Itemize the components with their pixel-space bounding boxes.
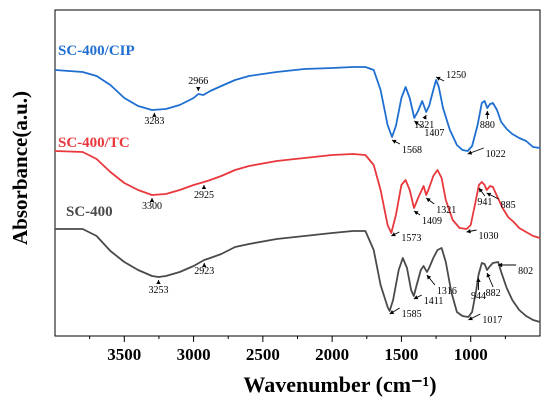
annotation-arrowhead: [392, 139, 397, 144]
annotation-label-1585: 1585: [402, 309, 422, 320]
series-label-sc-400-cip: SC-400/CIP: [58, 43, 135, 59]
annotation-label-880: 880: [480, 120, 495, 131]
series-labels: SC-400/CIP SC-400/TC SC-400: [58, 43, 135, 220]
series-label-sc-400-tc: SC-400/TC: [58, 135, 130, 151]
annotation-label-3253: 3253: [149, 285, 169, 296]
annotation-arrowhead: [498, 262, 503, 268]
annotation-arrowhead: [467, 150, 473, 155]
annotation-label-1321: 1321: [436, 205, 456, 216]
annotation-label-1030: 1030: [479, 231, 499, 242]
annotation-label-1017: 1017: [482, 315, 502, 326]
series-line-sc-400: [55, 228, 541, 323]
y-axis-title: Absorbance(a.u.): [8, 91, 32, 245]
annotation-label-1022: 1022: [486, 149, 506, 160]
annotation-arrowhead: [202, 263, 207, 267]
annotation-arrowhead: [196, 87, 201, 91]
annotation-label-3300: 3300: [142, 201, 162, 212]
series-line-sc-400-tc: [54, 150, 541, 239]
annotation-arrowhead: [436, 76, 441, 81]
annotation-arrowhead: [478, 188, 484, 193]
annotation-arrowhead: [201, 185, 207, 189]
annotation-label-1407: 1407: [424, 128, 444, 139]
x-tick-label-1500: 1500: [384, 345, 418, 364]
annotation-label-941: 941: [477, 197, 492, 208]
annotation-label-882: 882: [486, 288, 501, 299]
x-tick-label-1000: 1000: [454, 345, 488, 364]
annotation-label-1411: 1411: [424, 296, 444, 307]
annotation-arrowhead: [468, 316, 473, 321]
annotation-arrowhead: [149, 198, 155, 202]
annotation-arrowhead: [414, 121, 419, 126]
annotation-arrowhead: [389, 310, 395, 314]
annotation-arrowhead: [156, 280, 161, 284]
annotation-label-944: 944: [471, 291, 486, 302]
x-tick-label-2500: 2500: [246, 345, 280, 364]
annotation-label-3283: 3283: [144, 116, 164, 127]
annotation-arrowhead: [414, 211, 419, 216]
annotation-arrowhead: [391, 232, 396, 237]
x-tick-label-3500: 3500: [107, 345, 141, 364]
annotation-label-2923: 2923: [194, 266, 214, 277]
annotation-arrowhead: [485, 111, 490, 115]
annotation-arrowhead: [486, 273, 491, 278]
annotation-arrowhead: [476, 278, 481, 282]
annotation-label-2925: 2925: [194, 190, 214, 201]
annotation-label-1250: 1250: [446, 70, 466, 81]
annotation-label-1409: 1409: [422, 216, 442, 227]
annotation-label-885: 885: [501, 200, 516, 211]
series-lines: [54, 66, 541, 323]
annotation-label-1568: 1568: [402, 145, 422, 156]
annotation-arrowhead: [413, 295, 419, 300]
annotation-label-1321: 1321: [414, 120, 434, 131]
annotation-arrowhead: [466, 229, 471, 234]
x-tick-label-3000: 3000: [177, 345, 211, 364]
annotation-label-2966: 2966: [188, 76, 208, 87]
annotation-arrowhead: [426, 275, 432, 280]
peak-annotations: 3283296615681407132112501022880330029251…: [142, 70, 533, 326]
x-axis: 3500 3000 2500 2000 1500 1000: [89, 336, 506, 364]
annotation-label-802: 802: [518, 266, 533, 277]
annotation-label-1316: 1316: [437, 286, 457, 297]
annotation-arrowhead: [486, 192, 492, 197]
x-axis-title: Wavenumber (cm⁻¹): [243, 372, 436, 397]
x-tick-label-2000: 2000: [315, 345, 349, 364]
annotation-label-1573: 1573: [401, 233, 421, 244]
annotation-arrowhead: [426, 198, 431, 203]
annotation-arrowhead: [422, 115, 427, 120]
series-label-sc-400: SC-400: [66, 204, 113, 220]
series-line-sc-400-cip: [54, 66, 541, 152]
annotation-arrowhead: [152, 112, 157, 117]
